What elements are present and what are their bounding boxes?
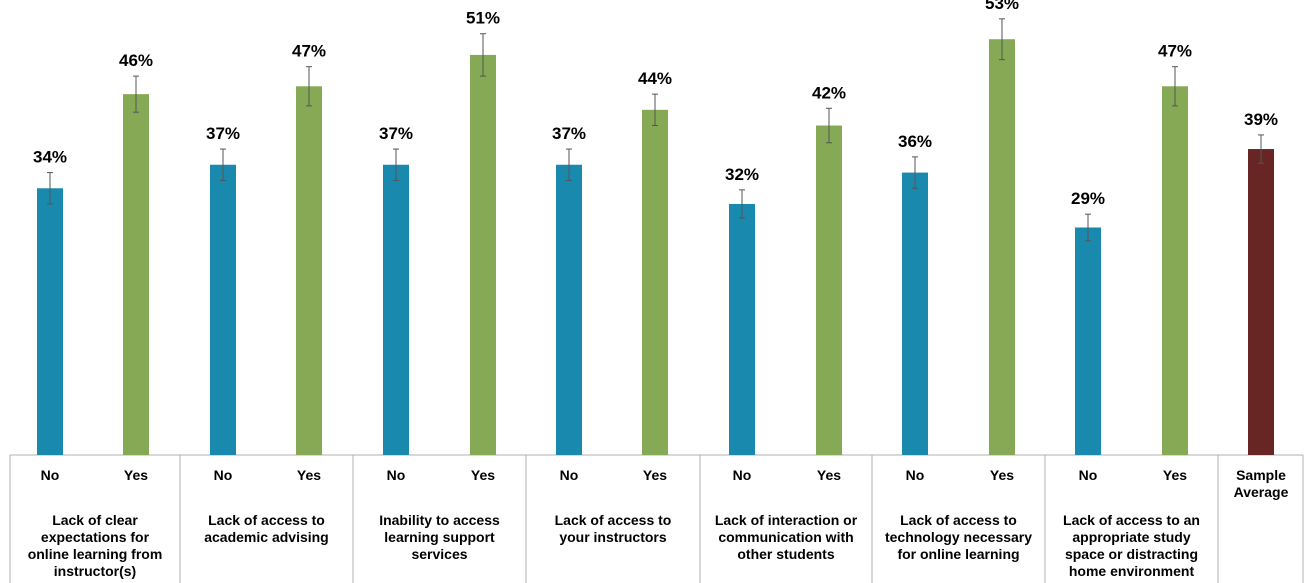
group-label: for online learning: [897, 546, 1019, 562]
data-label: 36%: [898, 132, 932, 151]
data-label: 39%: [1244, 110, 1278, 129]
category-label: Yes: [1163, 467, 1187, 483]
category-label: No: [41, 467, 60, 483]
bar-no: [902, 172, 928, 455]
bar-yes: [989, 39, 1015, 456]
data-label: 47%: [1158, 42, 1192, 61]
data-label: 34%: [33, 148, 67, 167]
group-label: Lack of interaction or: [715, 512, 858, 528]
category-label: Yes: [990, 467, 1014, 483]
data-label: 37%: [552, 124, 586, 143]
group-label: learning support: [384, 529, 495, 545]
group-label: technology necessary: [885, 529, 1032, 545]
category-label: Yes: [471, 467, 495, 483]
category-label: Yes: [643, 467, 667, 483]
group-label: space or distracting: [1065, 546, 1198, 562]
category-label: No: [214, 467, 233, 483]
group-label: Lack of access to: [208, 512, 325, 528]
data-label: 47%: [292, 42, 326, 61]
group-label: Lack of access to: [900, 512, 1017, 528]
bar-no: [383, 164, 409, 455]
bar-yes: [642, 109, 668, 456]
data-label: 37%: [379, 124, 413, 143]
data-label: 46%: [119, 51, 153, 70]
group-label: online learning from: [28, 546, 163, 562]
data-label: 44%: [638, 69, 672, 88]
bar-yes: [123, 94, 149, 455]
bar-no: [556, 164, 582, 455]
data-label: 29%: [1071, 189, 1105, 208]
bar-sample-average: [1248, 149, 1274, 455]
group-label: instructor(s): [54, 563, 136, 579]
group-label: communication with: [718, 529, 853, 545]
category-label: Yes: [817, 467, 841, 483]
category-label: Average: [1234, 484, 1289, 500]
category-label: No: [560, 467, 579, 483]
group-label: home environment: [1069, 563, 1195, 579]
bar-yes: [1162, 86, 1188, 456]
group-label: services: [411, 546, 467, 562]
group-label: academic advising: [204, 529, 329, 545]
data-label: 42%: [812, 83, 846, 102]
category-label: Yes: [297, 467, 321, 483]
data-label: 32%: [725, 165, 759, 184]
bar-yes: [816, 125, 842, 455]
data-label: 51%: [466, 9, 500, 28]
data-label: 37%: [206, 124, 240, 143]
group-label: Inability to access: [379, 512, 500, 528]
group-label: other students: [737, 546, 834, 562]
group-label: Lack of clear: [52, 512, 138, 528]
category-label: No: [733, 467, 752, 483]
category-label: Sample: [1236, 467, 1286, 483]
category-label: No: [906, 467, 925, 483]
bar-no: [729, 203, 755, 455]
group-label: appropriate study: [1072, 529, 1190, 545]
category-label: No: [1079, 467, 1098, 483]
group-label: expectations for: [41, 529, 150, 545]
group-label: Lack of access to an: [1063, 512, 1200, 528]
bar-yes: [296, 86, 322, 456]
bar-no: [1075, 227, 1101, 455]
category-label: No: [387, 467, 406, 483]
bar-no: [37, 188, 63, 455]
group-label: Lack of access to: [555, 512, 672, 528]
group-label: your instructors: [559, 529, 667, 545]
bar-no: [210, 164, 236, 455]
bar-yes: [470, 54, 496, 456]
data-label: 53%: [985, 0, 1019, 13]
category-label: Yes: [124, 467, 148, 483]
